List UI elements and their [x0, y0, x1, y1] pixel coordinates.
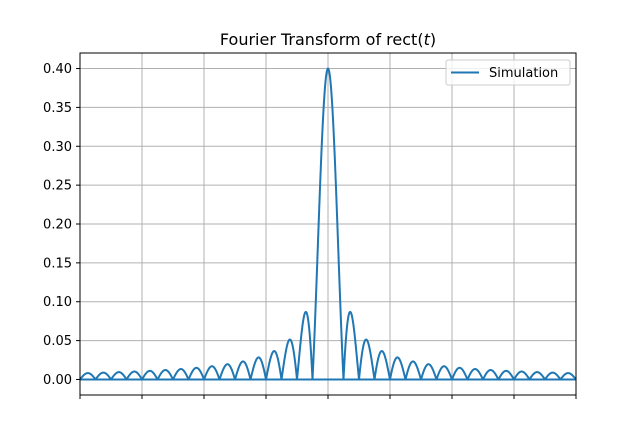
tick-marks: [76, 68, 577, 399]
y-tick-label: 0.15: [43, 256, 72, 271]
y-tick-label: 0.10: [43, 295, 72, 310]
legend: Simulation: [445, 59, 571, 86]
y-tick-label: 0.20: [43, 218, 72, 233]
y-tick-labels: 0.00 0.05 0.10 0.15 0.20 0.25 0.30 0.35 0.40: [43, 62, 72, 388]
y-tick-label: 0.25: [43, 179, 72, 194]
legend-box: [445, 59, 571, 86]
y-tick-label: 0.35: [43, 101, 72, 116]
legend-label-simulation: Simulation: [489, 66, 558, 81]
y-tick-label: 0.05: [43, 334, 72, 349]
series-layer: [79, 67, 577, 381]
y-tick-label: 0.00: [43, 373, 72, 388]
series-line-simulation: [79, 67, 577, 381]
y-tick-label: 0.30: [43, 140, 72, 155]
chart-title: Fourier Transform of rect(t): [220, 30, 436, 49]
y-tick-label: 0.40: [43, 62, 72, 77]
